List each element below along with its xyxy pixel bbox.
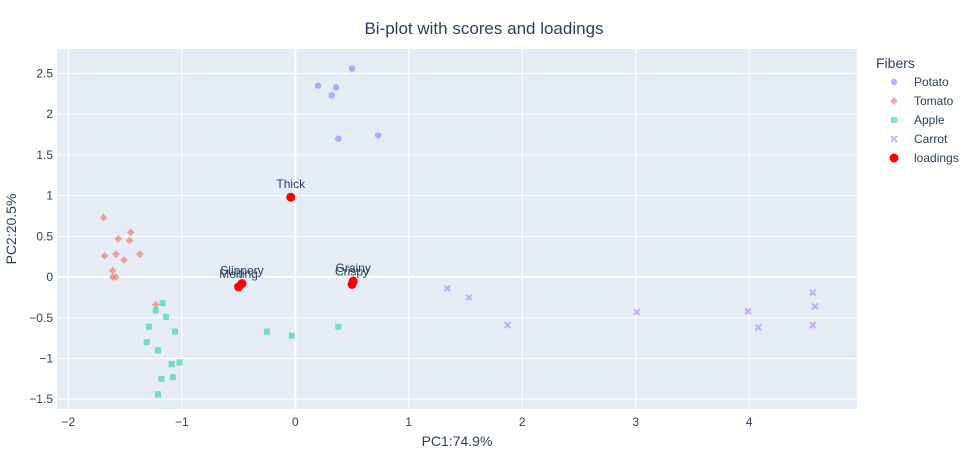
point-potato bbox=[332, 84, 340, 91]
point-loadings bbox=[347, 279, 357, 289]
point-potato bbox=[348, 65, 356, 72]
y-tick-label: −1 bbox=[39, 352, 53, 366]
point-apple bbox=[288, 332, 295, 339]
legend-item-carrot[interactable]: Carrot bbox=[890, 132, 948, 146]
x-axis-ticks: −2 −1 0 1 2 3 4 bbox=[62, 415, 753, 429]
point-loadings bbox=[234, 282, 244, 292]
point-potato bbox=[335, 135, 342, 142]
grid-lines bbox=[57, 49, 857, 409]
point-potato bbox=[314, 82, 322, 89]
y-tick-label: 0.5 bbox=[36, 229, 53, 243]
x-tick-label: 0 bbox=[292, 415, 299, 429]
y-tick-label: 1 bbox=[46, 189, 53, 203]
plot-background bbox=[57, 49, 857, 409]
legend-label: Carrot bbox=[914, 132, 948, 146]
point-tomato bbox=[114, 234, 123, 243]
y-tick-label: 2 bbox=[46, 107, 53, 121]
legend[interactable]: Fibers Potato Tomato Apple Carrot loadings bbox=[876, 55, 959, 165]
point-tomato bbox=[100, 252, 109, 260]
y-tick-label: 1.5 bbox=[36, 148, 53, 162]
legend-label: Tomato bbox=[914, 94, 954, 108]
legend-item-tomato[interactable]: Tomato bbox=[890, 94, 954, 108]
point-carrot bbox=[811, 302, 819, 310]
point-apple bbox=[158, 375, 165, 382]
point-apple bbox=[145, 323, 152, 330]
y-axis-title: PC2:20.5% bbox=[3, 194, 19, 265]
legend-item-apple[interactable]: Apple bbox=[890, 113, 945, 127]
point-potato bbox=[374, 132, 382, 139]
point-potato bbox=[328, 92, 335, 99]
point-carrot bbox=[754, 323, 762, 332]
x-axis-title: PC1:74.9% bbox=[422, 433, 493, 449]
point-tomato bbox=[126, 228, 135, 237]
y-tick-label: 2.5 bbox=[36, 66, 53, 80]
point-apple bbox=[335, 323, 342, 330]
legend-marker bbox=[890, 78, 898, 86]
point-carrot bbox=[809, 321, 817, 329]
point-tomato bbox=[112, 273, 120, 281]
point-apple bbox=[154, 391, 162, 398]
legend-marker bbox=[890, 135, 898, 143]
legend-item-loadings[interactable]: loadings bbox=[889, 151, 959, 165]
loading-label: Slippery bbox=[220, 264, 263, 278]
loading-label: Melting bbox=[219, 267, 258, 281]
point-carrot bbox=[443, 284, 451, 293]
legend-item-potato[interactable]: Potato bbox=[890, 75, 949, 89]
point-tomato bbox=[108, 266, 117, 275]
point-apple bbox=[159, 300, 166, 307]
point-apple bbox=[143, 339, 150, 346]
point-apple bbox=[152, 307, 159, 314]
y-axis-ticks: −1.5 −1 −0.5 0 0.5 1 1.5 2 2.5 bbox=[29, 66, 53, 406]
x-tick-label: 2 bbox=[519, 415, 526, 429]
point-apple bbox=[168, 361, 175, 368]
y-tick-label: −0.5 bbox=[29, 311, 53, 325]
point-carrot bbox=[809, 288, 817, 297]
point-tomato bbox=[125, 236, 134, 245]
point-apple bbox=[162, 313, 169, 321]
legend-marker bbox=[889, 153, 899, 163]
legend-marker bbox=[890, 116, 898, 124]
point-apple bbox=[169, 374, 176, 381]
legend-label: loadings bbox=[914, 151, 959, 165]
point-carrot bbox=[744, 307, 752, 315]
x-tick-label: 4 bbox=[746, 415, 753, 429]
y-tick-label: −1.5 bbox=[29, 392, 53, 406]
y-tick-label: 0 bbox=[46, 270, 53, 284]
loading-label: Thick bbox=[276, 177, 306, 191]
point-carrot bbox=[633, 308, 641, 316]
point-tomato bbox=[135, 250, 144, 259]
legend-marker bbox=[890, 97, 898, 105]
chart-title: Bi-plot with scores and loadings bbox=[364, 19, 603, 38]
point-tomato bbox=[99, 213, 108, 222]
point-apple bbox=[176, 359, 183, 366]
point-apple bbox=[263, 328, 270, 335]
point-tomato bbox=[151, 300, 160, 309]
legend-title: Fibers bbox=[876, 55, 915, 71]
zero-lines bbox=[57, 49, 857, 409]
point-apple bbox=[171, 328, 179, 335]
point-tomato bbox=[120, 256, 128, 264]
loading-label: Crispy bbox=[335, 264, 369, 278]
data-points bbox=[99, 65, 819, 398]
legend-label: Apple bbox=[914, 113, 945, 127]
x-tick-label: 1 bbox=[405, 415, 412, 429]
point-apple bbox=[154, 347, 162, 354]
point-loadings bbox=[286, 192, 296, 202]
loading-label: Grainy bbox=[335, 261, 370, 275]
x-tick-label: 3 bbox=[632, 415, 639, 429]
x-tick-label: −2 bbox=[62, 415, 76, 429]
point-tomato bbox=[112, 250, 120, 259]
x-tick-label: −1 bbox=[175, 415, 189, 429]
point-carrot bbox=[503, 321, 512, 329]
legend-label: Potato bbox=[914, 75, 949, 89]
point-carrot bbox=[465, 293, 473, 302]
